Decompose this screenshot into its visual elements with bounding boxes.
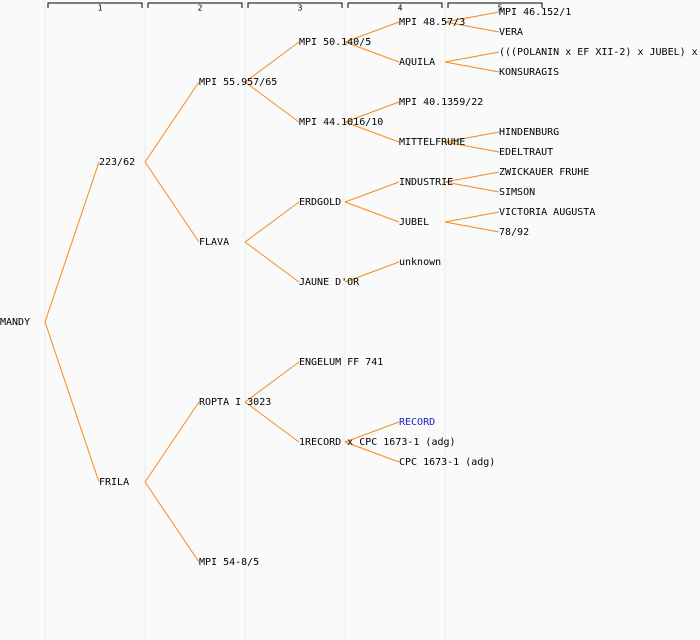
node-label: SIMSON	[499, 187, 535, 198]
node-label: ROPTA I 3023	[199, 397, 271, 408]
node-label: JUBEL	[399, 217, 429, 228]
connector	[144, 401, 200, 483]
connector	[344, 201, 400, 223]
node-label: 78/92	[499, 227, 529, 238]
connector	[344, 261, 400, 283]
node-label: ENGELUM FF 741	[299, 357, 383, 368]
node-label: JAUNE D'OR	[299, 277, 360, 288]
node-label: INDUSTRIE	[399, 177, 453, 188]
node-label: unknown	[399, 257, 441, 268]
node-label: EDELTRAUT	[499, 147, 553, 158]
node-label: MANDY	[0, 317, 30, 328]
node-label: MPI 55.957/65	[199, 77, 277, 88]
column-bracket	[347, 2, 443, 8]
node-label: MPI 44.1016/10	[299, 117, 383, 128]
connector	[244, 361, 300, 403]
node-label: MPI 48.57/3	[399, 17, 465, 28]
node-label: MPI 46.152/1	[499, 7, 571, 18]
node-label: ZWICKAUER FRUHE	[499, 167, 589, 178]
node-label: VERA	[499, 27, 523, 38]
connector	[344, 181, 400, 203]
connector	[44, 161, 100, 323]
connector	[344, 121, 400, 143]
column-bracket	[247, 2, 343, 8]
connector	[344, 441, 400, 463]
connector	[244, 401, 300, 443]
connector	[244, 241, 300, 283]
column-header: 1	[98, 4, 103, 13]
node-label[interactable]: RECORD	[399, 417, 435, 428]
connector	[244, 81, 300, 123]
connector	[444, 141, 500, 153]
column-header: 3	[298, 4, 303, 13]
connector	[344, 421, 400, 443]
connector	[144, 481, 200, 563]
node-label: KONSURAGIS	[499, 67, 559, 78]
node-label: MPI 50.140/5	[299, 37, 371, 48]
connector	[244, 41, 300, 83]
connector	[244, 201, 300, 243]
node-label: MITTELFRUHE	[399, 137, 465, 148]
connector	[444, 211, 500, 223]
node-label: MPI 54-8/5	[199, 557, 259, 568]
connector	[444, 21, 500, 33]
node-label: FRILA	[99, 477, 129, 488]
node-label: AQUILA	[399, 57, 435, 68]
column-bracket	[147, 2, 243, 8]
node-label: HINDENBURG	[499, 127, 559, 138]
node-label: 223/62	[99, 157, 135, 168]
column-bracket	[47, 2, 143, 8]
column-header: 4	[398, 4, 403, 13]
node-label: 1RECORD x CPC 1673-1 (adg)	[299, 437, 456, 448]
connector	[444, 11, 500, 23]
connector	[444, 181, 500, 193]
column-header: 2	[198, 4, 203, 13]
connector	[444, 131, 500, 143]
connector	[444, 51, 500, 63]
connector	[444, 171, 500, 183]
connector	[444, 61, 500, 73]
connector	[444, 221, 500, 233]
connector	[144, 81, 200, 163]
connector	[344, 41, 400, 63]
column-header: 5	[498, 4, 503, 13]
node-label: CPC 1673-1 (adg)	[399, 457, 495, 468]
connector	[144, 161, 200, 243]
node-label: FLAVA	[199, 237, 229, 248]
node-label: MPI 40.1359/22	[399, 97, 483, 108]
connector	[344, 101, 400, 123]
connector	[344, 21, 400, 43]
node-label: VICTORIA AUGUSTA	[499, 207, 595, 218]
node-label: (((POLANIN x EF XII-2) x JUBEL) x	[499, 47, 698, 58]
column-bracket	[447, 2, 543, 8]
node-label: ERDGOLD	[299, 197, 341, 208]
connector	[44, 321, 100, 483]
